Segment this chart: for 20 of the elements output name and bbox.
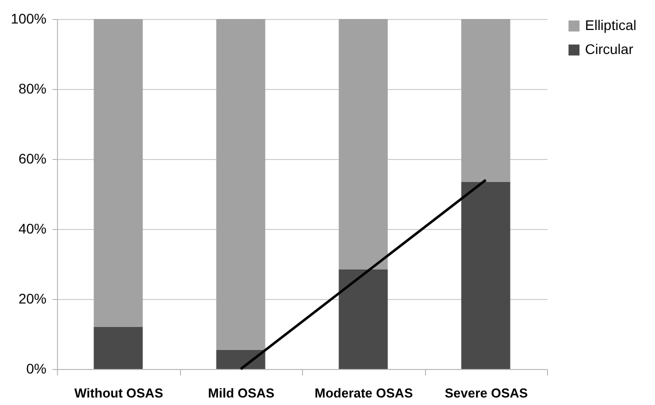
- y-tick-label: 60%: [18, 150, 46, 166]
- y-tick-label: 80%: [18, 80, 46, 96]
- bar: [461, 182, 510, 369]
- bar: [216, 19, 266, 350]
- bar: [338, 269, 388, 369]
- y-tick-label: 40%: [18, 220, 46, 236]
- bar: [461, 19, 510, 182]
- x-tick-label: Severe OSAS: [444, 386, 528, 400]
- y-tick-label: 100%: [10, 10, 46, 26]
- y-tick-label: 20%: [18, 290, 46, 306]
- legend-label: Elliptical: [585, 17, 636, 33]
- legend-label: Circular: [585, 41, 634, 57]
- bar: [94, 19, 143, 327]
- x-tick-label: Without OSAS: [74, 386, 164, 400]
- bar: [216, 350, 266, 369]
- y-tick-label: 0%: [26, 360, 46, 376]
- x-tick-label: Mild OSAS: [208, 386, 275, 400]
- bar: [94, 327, 143, 369]
- x-tick-label: Moderate OSAS: [314, 386, 414, 400]
- bar: [338, 19, 388, 270]
